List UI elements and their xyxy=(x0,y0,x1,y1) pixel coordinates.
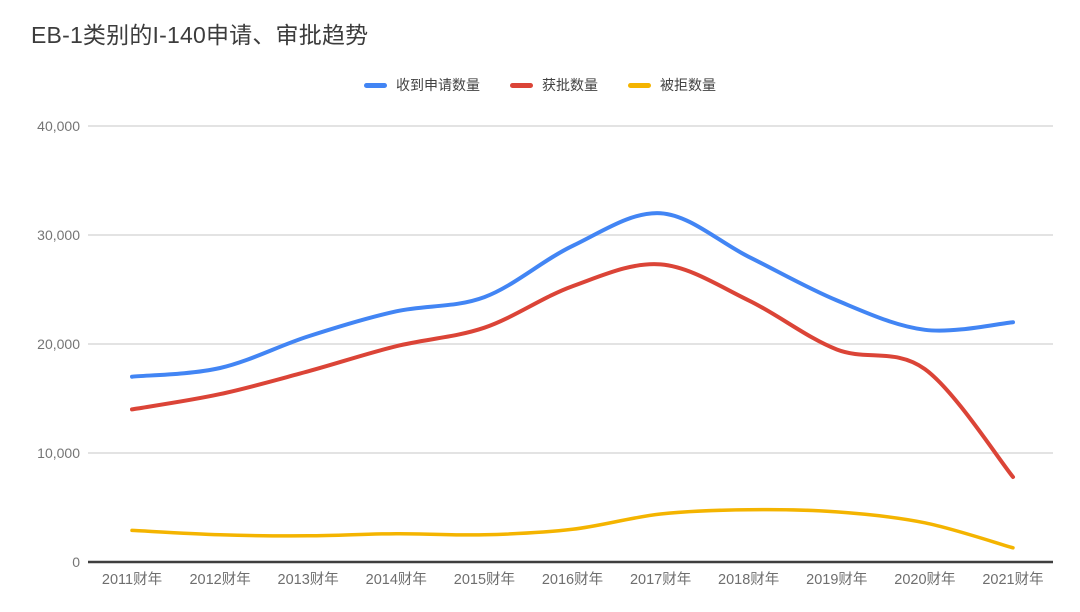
legend-item-1: 获批数量 xyxy=(510,75,598,95)
series-line-received xyxy=(130,211,1015,379)
x-axis-tick-label: 2014财年 xyxy=(365,572,427,588)
x-axis-tick-label: 2020财年 xyxy=(894,572,956,588)
legend-marker-0 xyxy=(364,82,387,88)
y-axis-tick-label: 0 xyxy=(72,554,80,570)
x-axis-tick-label: 2015财年 xyxy=(453,572,516,588)
legend-marker-1 xyxy=(510,82,533,88)
legend-item-2: 被拒数量 xyxy=(628,75,716,95)
legend-item-0: 收到申请数量 xyxy=(364,75,480,95)
x-axis-tick-label: 2011财年 xyxy=(101,572,163,588)
y-axis-tick-label: 20,000 xyxy=(37,336,80,352)
x-axis-tick-label: 2021财年 xyxy=(982,572,1044,588)
x-axis-tick-label: 2013财年 xyxy=(277,572,339,588)
x-axis-tick-label: 2019财年 xyxy=(806,572,868,588)
y-axis-tick-label: 10,000 xyxy=(37,445,80,461)
y-axis-tick-label: 30,000 xyxy=(37,227,80,243)
legend-marker-2 xyxy=(628,82,651,88)
y-axis-tick-label: 40,000 xyxy=(37,118,80,134)
legend: 收到申请数量 获批数量 被拒数量 xyxy=(0,72,1080,98)
series-line-approved xyxy=(130,262,1015,479)
x-axis-tick-label: 2012财年 xyxy=(189,572,251,588)
chart-title: EB-1类别的I-140申请、审批趋势 xyxy=(31,22,369,48)
x-axis-tick-label: 2018财年 xyxy=(718,572,780,588)
legend-label-2: 被拒数量 xyxy=(660,77,716,93)
legend-label-0: 收到申请数量 xyxy=(396,77,480,93)
x-axis-tick-label: 2017财年 xyxy=(629,572,692,588)
series-line-denied xyxy=(130,507,1015,550)
legend-label-1: 获批数量 xyxy=(542,77,598,93)
x-axis-tick-label: 2016财年 xyxy=(541,572,604,588)
